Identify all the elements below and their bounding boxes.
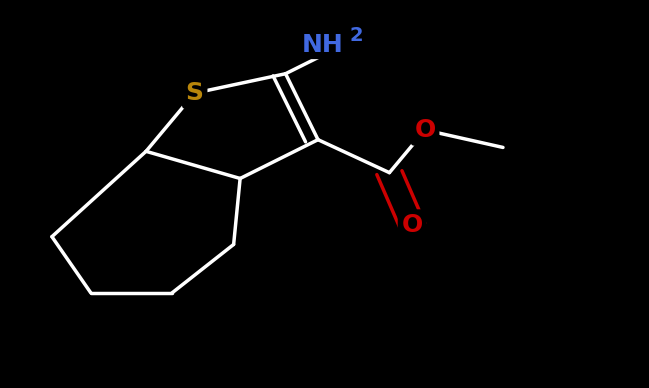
Text: NH: NH [302,33,344,57]
Text: S: S [186,81,204,105]
Text: 2: 2 [349,26,363,45]
Text: O: O [402,213,422,237]
Text: O: O [415,118,435,142]
